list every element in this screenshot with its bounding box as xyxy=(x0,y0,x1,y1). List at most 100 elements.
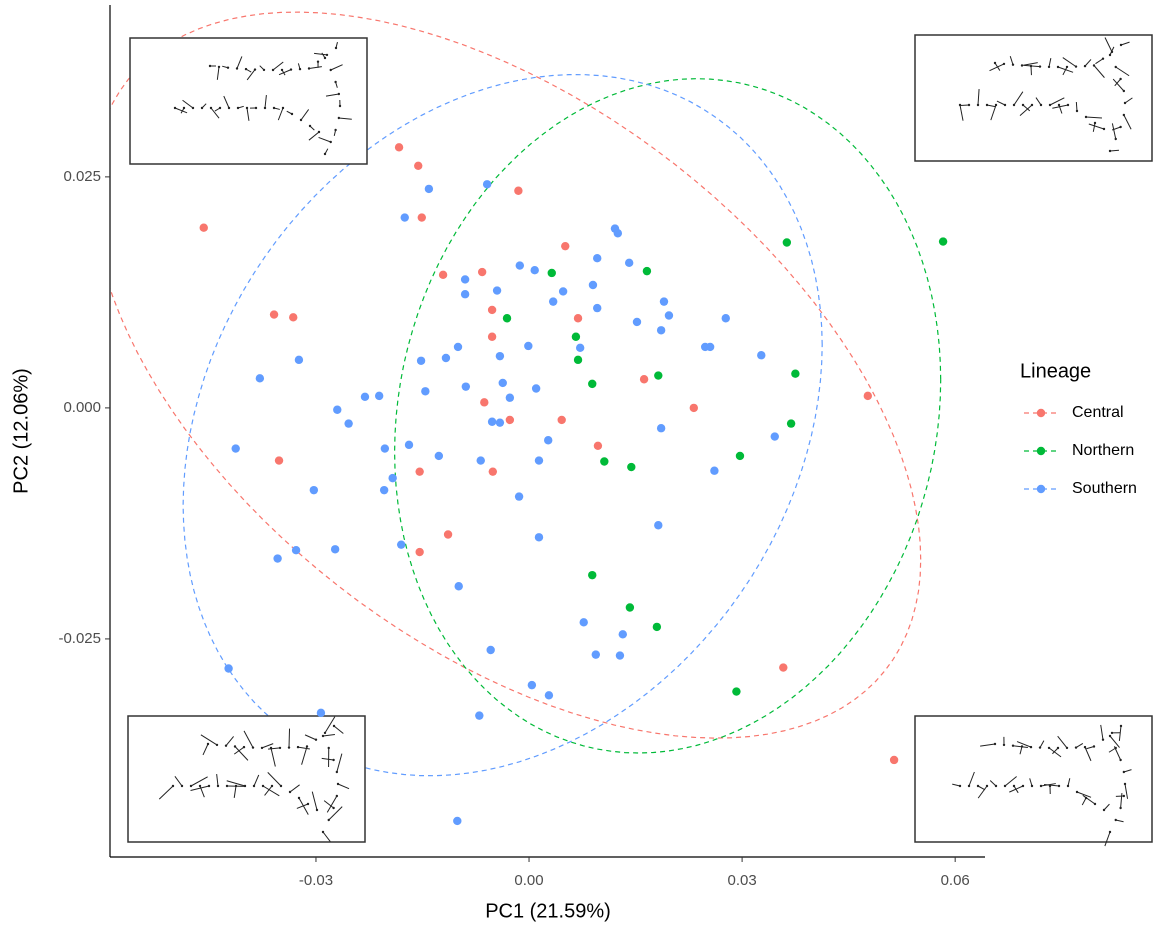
inset-landmark xyxy=(994,62,996,64)
inset-landmark xyxy=(1004,785,1006,787)
y-axis-title: PC2 (12.06%) xyxy=(10,368,32,494)
legend-key-point xyxy=(1037,447,1045,455)
inset-landmark xyxy=(1057,66,1059,68)
inset-landmark xyxy=(237,107,239,109)
inset-landmark xyxy=(1109,54,1111,56)
inset-landmark xyxy=(245,68,247,70)
point xyxy=(640,375,648,383)
point xyxy=(455,582,463,590)
point xyxy=(544,436,552,444)
inset-landmark xyxy=(244,785,246,787)
point xyxy=(425,185,433,193)
point xyxy=(625,259,633,267)
point xyxy=(273,554,281,562)
point xyxy=(524,342,532,350)
point xyxy=(388,474,396,482)
point xyxy=(574,356,582,364)
point xyxy=(588,380,596,388)
inset-landmark xyxy=(255,107,257,109)
inset-landmark xyxy=(324,57,326,59)
inset-landmark xyxy=(959,785,961,787)
inset-landmark xyxy=(1123,114,1125,116)
point xyxy=(771,432,779,440)
point xyxy=(576,344,584,352)
point xyxy=(344,419,352,427)
point xyxy=(489,467,497,475)
point xyxy=(418,213,426,221)
chart: PC1 (21.59%) PC2 (12.06%) Lineage -0.030… xyxy=(0,0,1164,930)
inset-landmark xyxy=(174,107,176,109)
inset-landmark xyxy=(1093,745,1095,747)
inset-landmark xyxy=(172,785,174,787)
inset-landmark xyxy=(322,831,324,833)
inset-landmark xyxy=(330,69,332,71)
point xyxy=(488,333,496,341)
inset-landmark xyxy=(309,125,311,127)
inset-landmark xyxy=(1031,785,1033,787)
inset-landmark xyxy=(1109,735,1111,737)
point xyxy=(461,290,469,298)
inset-landmark xyxy=(1094,803,1096,805)
point xyxy=(783,238,791,246)
inset-landmark xyxy=(291,113,293,115)
point xyxy=(475,711,483,719)
inset-landmark xyxy=(207,743,209,745)
inset-landmark xyxy=(253,785,255,787)
point xyxy=(633,318,641,326)
point xyxy=(736,452,744,460)
inset-landmark xyxy=(1109,831,1111,833)
inset-landmark xyxy=(1049,104,1051,106)
inset-landmark xyxy=(317,61,319,63)
inset-landmark xyxy=(995,104,997,106)
point xyxy=(616,651,624,659)
inset-landmark xyxy=(1022,104,1024,106)
inset-landmark xyxy=(1124,783,1126,785)
point xyxy=(415,548,423,556)
point xyxy=(401,213,409,221)
point xyxy=(516,261,524,269)
inset-arrow xyxy=(960,105,969,106)
inset-landmark xyxy=(1119,126,1121,128)
inset-landmark xyxy=(1022,785,1024,787)
inset-landmark xyxy=(1039,746,1041,748)
inset-landmark xyxy=(1021,64,1023,66)
inset-landmark xyxy=(338,117,340,119)
point xyxy=(657,424,665,432)
point xyxy=(528,681,536,689)
y-tick-label: -0.025 xyxy=(58,630,101,647)
point xyxy=(486,646,494,654)
inset-landmark xyxy=(209,65,211,67)
inset-landmark xyxy=(1040,104,1042,106)
inset-landmark xyxy=(1067,785,1069,787)
inset-landmark xyxy=(336,771,338,773)
point xyxy=(454,343,462,351)
inset-box xyxy=(915,716,1152,842)
x-axis-title: PC1 (21.59%) xyxy=(485,900,611,922)
inset-landmark xyxy=(306,745,308,747)
inset-landmark xyxy=(1058,785,1060,787)
point xyxy=(488,306,496,314)
point xyxy=(415,467,423,475)
point xyxy=(380,486,388,494)
inset-landmark xyxy=(1012,64,1014,66)
inset-landmark xyxy=(1058,104,1060,106)
inset-landmark xyxy=(225,745,227,747)
inset-landmark xyxy=(1066,747,1068,749)
point xyxy=(572,333,580,341)
inset-landmark xyxy=(281,69,283,71)
point xyxy=(514,187,522,195)
inset-landmark xyxy=(1119,78,1121,80)
point xyxy=(779,663,787,671)
inset-landmark xyxy=(181,785,183,787)
point xyxy=(200,224,208,232)
point xyxy=(292,546,300,554)
inset-landmark xyxy=(1093,64,1095,66)
inset-landmark xyxy=(300,119,302,121)
inset-landmark xyxy=(1075,746,1077,748)
inset-landmark xyxy=(297,746,299,748)
point xyxy=(496,352,504,360)
point xyxy=(580,618,588,626)
point xyxy=(414,162,422,170)
point xyxy=(732,687,740,695)
point xyxy=(289,313,297,321)
